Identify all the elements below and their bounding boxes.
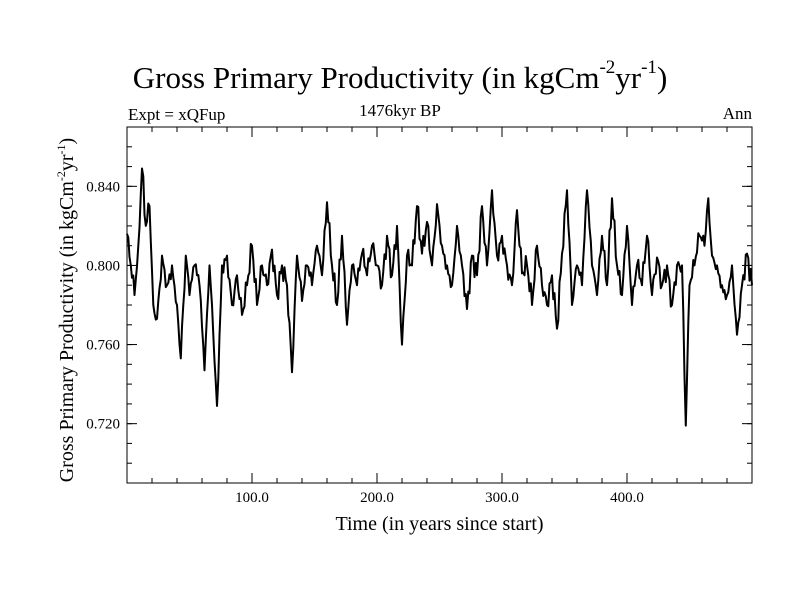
y-label-text: yr <box>56 154 78 171</box>
season-label: Ann <box>722 104 752 123</box>
y-label-text: ) <box>56 138 78 145</box>
series-line-ann <box>126 167 753 427</box>
y-tick-label: 0.720 <box>86 417 120 433</box>
chart-title: Gross Primary Productivity (in kgCm-2yr-… <box>132 56 668 95</box>
x-tick-label: 100.0 <box>235 490 269 506</box>
x-axis-label: Time (in years since start) <box>335 513 543 535</box>
y-label-superscript: -2 <box>54 171 68 181</box>
experiment-label: Expt = xQFup <box>128 105 226 124</box>
y-tick-label: 0.840 <box>86 179 120 195</box>
x-tick-label: 300.0 <box>485 490 519 506</box>
x-tick-label: 400.0 <box>610 490 644 506</box>
y-axis-label: Gross Primary Productivity (in kgCm-2yr-… <box>54 138 78 482</box>
svg-text:Gross Primary Productivity (in: Gross Primary Productivity (in kgCm-2yr-… <box>54 138 78 482</box>
y-tick-label: 0.800 <box>86 258 120 274</box>
y-label-text: Gross Primary Productivity (in kgCm <box>56 181 78 483</box>
major-ticks <box>127 127 752 483</box>
y-label-superscript: -1 <box>54 144 68 154</box>
x-tick-label: 200.0 <box>360 490 394 506</box>
y-tick-label: 0.760 <box>86 338 120 354</box>
period-label: 1476kyr BP <box>359 101 441 120</box>
